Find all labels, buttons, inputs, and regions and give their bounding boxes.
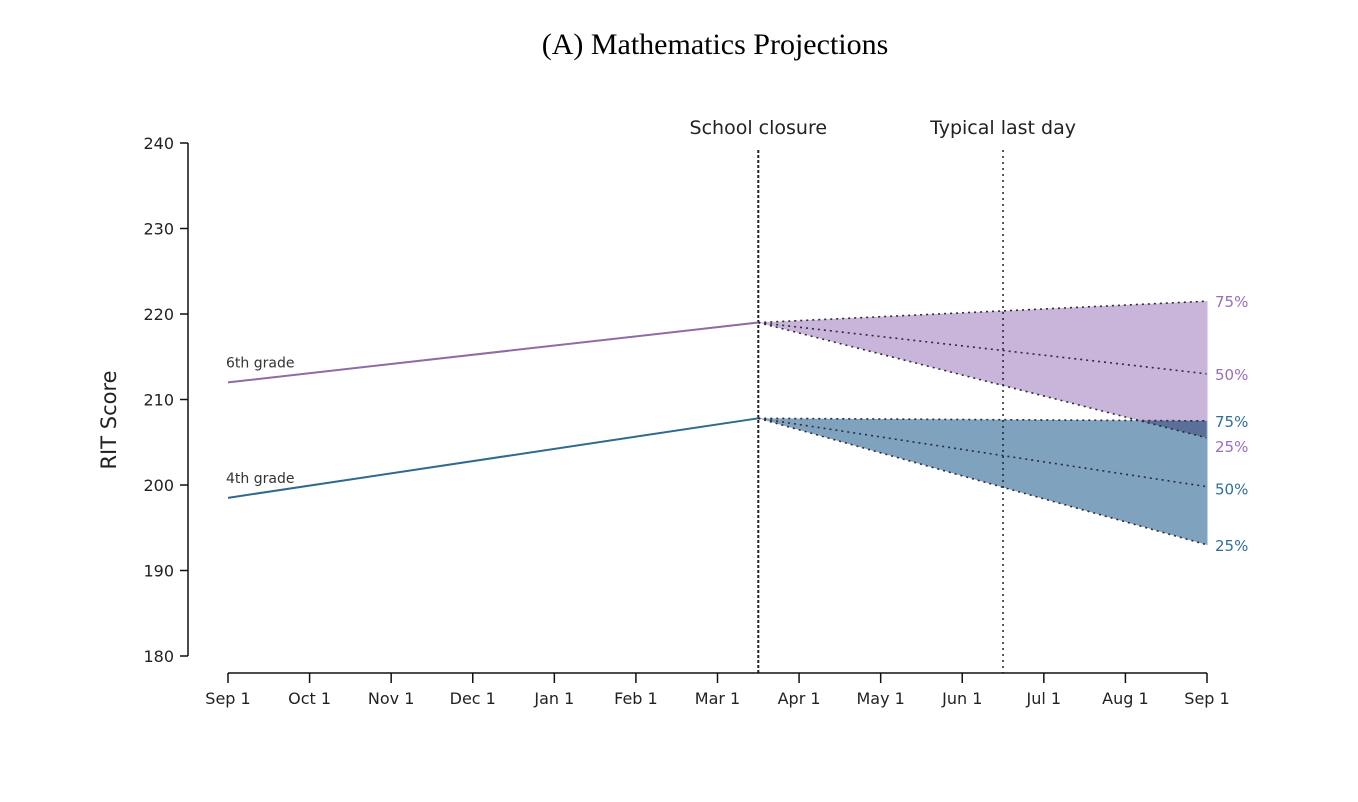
sixth-grade-actual-line [227, 321, 759, 384]
school-closure-label: School closure [690, 117, 828, 139]
fourth-grade-label: 4th grade [226, 471, 294, 487]
y-tick-label: 190 [143, 562, 174, 581]
x-tick-label: Jan 1 [533, 689, 574, 708]
series-labels: 6th grade 75% 50% 25% 4th grade 75% 50% 25% [226, 293, 1248, 555]
x-tick-label: Dec 1 [450, 689, 496, 708]
fourth-grade-projection-50pct [758, 417, 1208, 488]
x-tick-label: Aug 1 [1102, 689, 1149, 708]
y-tick-label: 180 [143, 647, 174, 666]
x-tick-label: Jul 1 [1026, 689, 1062, 708]
typical-last-day-label: Typical last day [929, 117, 1076, 139]
sixth-grade-label: 6th grade [226, 355, 294, 371]
y-tick-label: 200 [143, 476, 174, 495]
chart-title: (A) Mathematics Projections [541, 28, 889, 61]
y-tick-label: 210 [143, 391, 174, 410]
series-lines [227, 300, 1208, 546]
x-tick-label: May 1 [856, 689, 904, 708]
x-tick-label: Sep 1 [205, 689, 250, 708]
axes [187, 143, 1207, 674]
band-overlap [1139, 420, 1207, 438]
x-ticks: Sep 1 Oct 1 Nov 1 Dec 1 Jan 1 Feb 1 Mar 1 Apr 1… [205, 673, 1230, 708]
y-tick-label: 240 [143, 134, 174, 153]
x-tick-label: Jun 1 [941, 689, 982, 708]
sixth-grade-pct-label-75: 75% [1215, 293, 1248, 311]
x-tick-label: Nov 1 [368, 689, 415, 708]
x-tick-label: Mar 1 [695, 689, 740, 708]
x-tick-label: Oct 1 [288, 689, 331, 708]
y-ticks: 180 190 200 210 220 230 240 [143, 134, 188, 666]
x-tick-label: Sep 1 [1184, 689, 1229, 708]
y-axis-title: RIT Score [97, 370, 121, 469]
x-tick-label: Feb 1 [614, 689, 658, 708]
projection-bands [758, 301, 1207, 545]
y-tick-label: 220 [143, 305, 174, 324]
reference-lines: School closure Typical last day [690, 117, 1076, 673]
sixth-grade-pct-label-50: 50% [1215, 366, 1248, 384]
x-tick-label: Apr 1 [778, 689, 821, 708]
fourth-grade-pct-label-75: 75% [1215, 413, 1248, 431]
fourth-grade-pct-label-50: 50% [1215, 481, 1248, 499]
fourth-grade-actual-line [227, 417, 759, 499]
fourth-grade-pct-label-25: 25% [1215, 537, 1248, 555]
sixth-grade-projection-band [758, 301, 1207, 438]
sixth-grade-pct-label-25: 25% [1215, 438, 1248, 456]
y-tick-label: 230 [143, 220, 174, 239]
fourth-grade-projection-75pct [758, 417, 1208, 422]
